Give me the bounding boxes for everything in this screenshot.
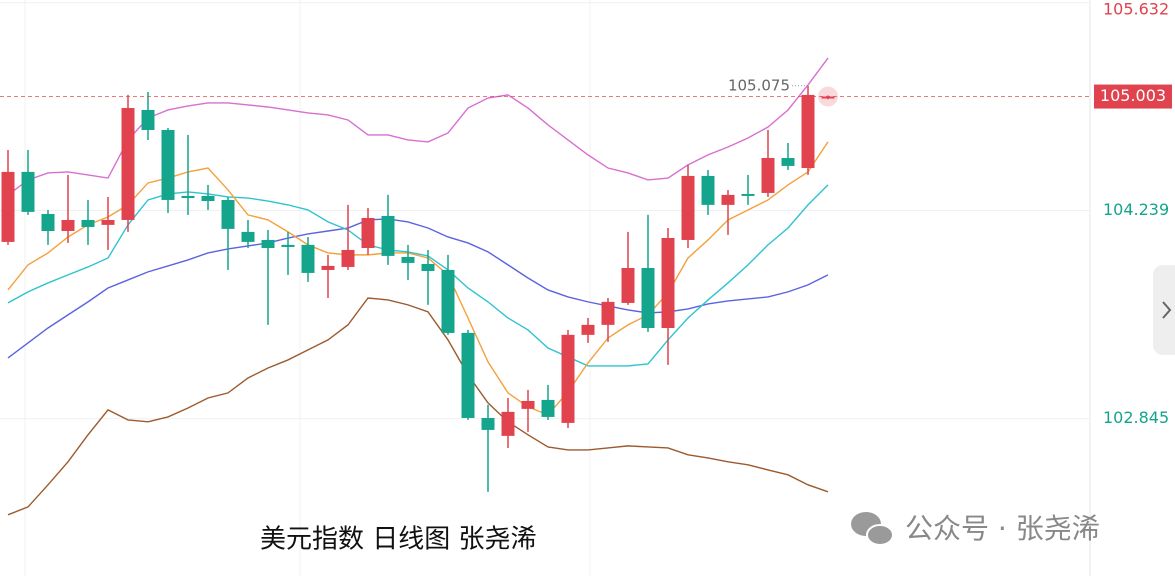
candle-body — [741, 193, 755, 196]
candle-body — [81, 219, 95, 227]
candle-body — [721, 194, 735, 205]
candle-body — [121, 108, 135, 220]
candle-body — [561, 334, 575, 423]
candle-body — [221, 199, 235, 229]
candle-body — [441, 269, 455, 333]
last-price-label: 105.003 — [1100, 86, 1166, 105]
y-tick-label: 105.632 — [1103, 0, 1169, 19]
plot: 105.632 104.239 102.845 105.075 — [0, 0, 1169, 516]
candle-body — [661, 238, 675, 328]
candle-body — [181, 195, 195, 199]
y-tick-label: 102.845 — [1103, 408, 1169, 427]
indicator-line — [7, 297, 829, 516]
candle-body — [281, 244, 295, 247]
candle-body — [521, 400, 535, 409]
chart-title: 美元指数 日线图 张尧浠 — [260, 525, 537, 555]
candle-body — [461, 332, 475, 418]
candle-body — [421, 263, 435, 271]
candle-body — [481, 417, 495, 430]
candle-body — [581, 324, 595, 335]
candle-body — [821, 96, 835, 99]
candle-body — [641, 268, 655, 328]
candle-body — [401, 256, 415, 263]
candle-body — [301, 244, 315, 273]
indicator-line — [7, 218, 829, 359]
candle-body — [801, 94, 815, 169]
candle-body — [41, 213, 55, 231]
candle-body — [701, 175, 715, 205]
candle-body — [381, 215, 395, 256]
watermark: 公众号 · 张尧浠 — [905, 512, 1100, 545]
wechat-icon — [851, 512, 894, 546]
candle-body — [681, 175, 695, 240]
candle-body — [341, 249, 355, 267]
candle-body — [21, 171, 35, 212]
candle-body — [1, 171, 15, 242]
candle-body — [361, 218, 375, 249]
y-tick-label: 104.239 — [1103, 200, 1169, 219]
candle-body — [61, 219, 75, 231]
candle-body — [161, 129, 175, 200]
last-price-tag — [1094, 84, 1172, 109]
indicator-line — [7, 141, 829, 416]
candle-body — [501, 411, 515, 436]
candle-body — [101, 219, 115, 225]
high-annotation: 105.075 — [728, 76, 790, 94]
candle-body — [241, 231, 255, 242]
candle-body — [621, 268, 635, 303]
candle-body — [261, 239, 275, 249]
candle-body — [761, 158, 775, 193]
candle-body — [601, 301, 615, 325]
candle-body — [541, 399, 555, 417]
candle-body — [781, 158, 795, 166]
candle-body — [201, 195, 215, 202]
side-tab[interactable] — [1153, 265, 1175, 355]
candle-body — [321, 265, 335, 270]
candle-body — [141, 109, 155, 130]
indicator-line — [7, 184, 829, 367]
